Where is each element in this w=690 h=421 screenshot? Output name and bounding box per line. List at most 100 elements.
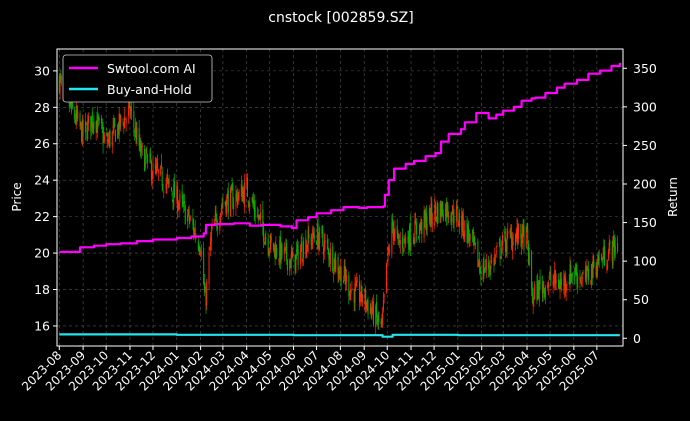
price-candle-body — [532, 301, 534, 306]
price-candle-body — [199, 248, 201, 253]
price-candle-body — [555, 280, 557, 283]
price-candle-body — [329, 260, 331, 262]
price-candle-body — [398, 236, 400, 239]
price-candle-body — [600, 254, 602, 260]
price-candle-body — [558, 286, 560, 289]
price-candle-body — [281, 244, 283, 256]
price-candle-body — [203, 282, 205, 291]
price-candle-body — [354, 283, 356, 303]
price-candle-body — [208, 253, 210, 284]
price-candle-body — [495, 255, 497, 257]
price-candle-body — [402, 236, 404, 249]
price-candle-body — [612, 236, 614, 265]
price-candle-body — [166, 179, 168, 186]
price-candle-body — [74, 119, 76, 123]
price-candle-body — [90, 115, 92, 132]
price-candle-body — [117, 125, 119, 138]
price-candle-body — [536, 280, 538, 302]
price-candle-body — [595, 266, 597, 276]
price-candle-body — [319, 227, 321, 244]
price-candle-body — [296, 249, 298, 253]
price-candle-body — [276, 247, 278, 257]
price-candle-body — [504, 231, 506, 234]
price-candle-body — [133, 111, 135, 128]
price-candle-body — [145, 149, 147, 153]
price-candle-body — [431, 202, 433, 220]
y2-tick-label: 100 — [633, 254, 657, 269]
price-candle-body — [122, 119, 124, 121]
price-candle-body — [584, 269, 586, 276]
price-candle-body — [297, 245, 299, 266]
price-candle-body — [571, 273, 573, 282]
price-candle-body — [548, 282, 550, 288]
price-candle-body — [458, 223, 460, 226]
price-candle-body — [425, 214, 427, 222]
price-candle-body — [564, 274, 566, 291]
price-candle-body — [527, 228, 529, 244]
price-candle-body — [144, 148, 146, 172]
y-tick-label: 18 — [34, 282, 50, 297]
price-candle-body — [267, 238, 269, 252]
price-candle-body — [301, 241, 303, 260]
strategy-return-line — [59, 62, 621, 253]
price-candle-body — [429, 208, 431, 227]
price-candle-body — [478, 262, 480, 267]
price-candle-body — [242, 190, 244, 200]
price-candle-body — [499, 239, 501, 259]
price-candle-body — [464, 220, 466, 235]
price-candle-body — [74, 109, 76, 120]
price-candle-body — [585, 273, 587, 280]
price-candle-body — [149, 154, 151, 157]
price-candle-body — [178, 203, 180, 210]
price-candle-body — [493, 258, 495, 267]
y-tick-label: 24 — [34, 173, 50, 188]
price-candle-body — [243, 182, 245, 207]
price-candle-body — [343, 266, 345, 277]
price-candle-body — [101, 118, 103, 124]
price-candle-body — [544, 288, 546, 297]
price-candle-body — [455, 206, 457, 222]
price-candle-body — [510, 232, 512, 234]
price-candle-body — [97, 115, 99, 130]
price-candle-body — [500, 256, 502, 258]
price-candle-body — [311, 240, 313, 242]
price-candle-body — [216, 217, 218, 228]
price-candle-body — [332, 271, 334, 274]
price-candle-body — [87, 120, 89, 140]
price-candle-body — [114, 130, 116, 142]
price-candle-body — [321, 226, 323, 234]
buy-hold-return-line — [59, 333, 620, 338]
price-candle-body — [387, 247, 389, 261]
price-candle-body — [348, 275, 350, 296]
price-candle-body — [554, 269, 556, 284]
price-candle-body — [318, 239, 320, 250]
price-candle-body — [76, 109, 78, 119]
price-candle-body — [378, 311, 380, 323]
price-candle-body — [432, 222, 434, 224]
price-candle-body — [377, 316, 379, 322]
price-candle-body — [84, 120, 86, 133]
price-candle-body — [474, 236, 476, 244]
price-candle-body — [253, 200, 255, 206]
price-candle-body — [254, 208, 256, 218]
price-candle-body — [194, 228, 196, 237]
price-candle-body — [181, 191, 183, 200]
price-candle-body — [365, 289, 367, 308]
price-candle-body — [328, 249, 330, 260]
price-candle-body — [539, 276, 541, 285]
price-candle-body — [197, 241, 199, 248]
price-candle-body — [225, 200, 227, 214]
price-candle-body — [77, 112, 79, 120]
price-candle-body — [290, 253, 292, 268]
price-candle-body — [434, 204, 436, 226]
price-candle-body — [415, 219, 417, 225]
price-candle-body — [511, 232, 513, 248]
price-candle-body — [286, 259, 288, 271]
price-candle-body — [299, 250, 301, 265]
price-candle-body — [445, 202, 447, 218]
price-candle-body — [597, 254, 599, 265]
y2-tick-label: 350 — [633, 61, 657, 76]
price-candle-body — [107, 139, 109, 143]
price-candle-body — [349, 293, 351, 296]
